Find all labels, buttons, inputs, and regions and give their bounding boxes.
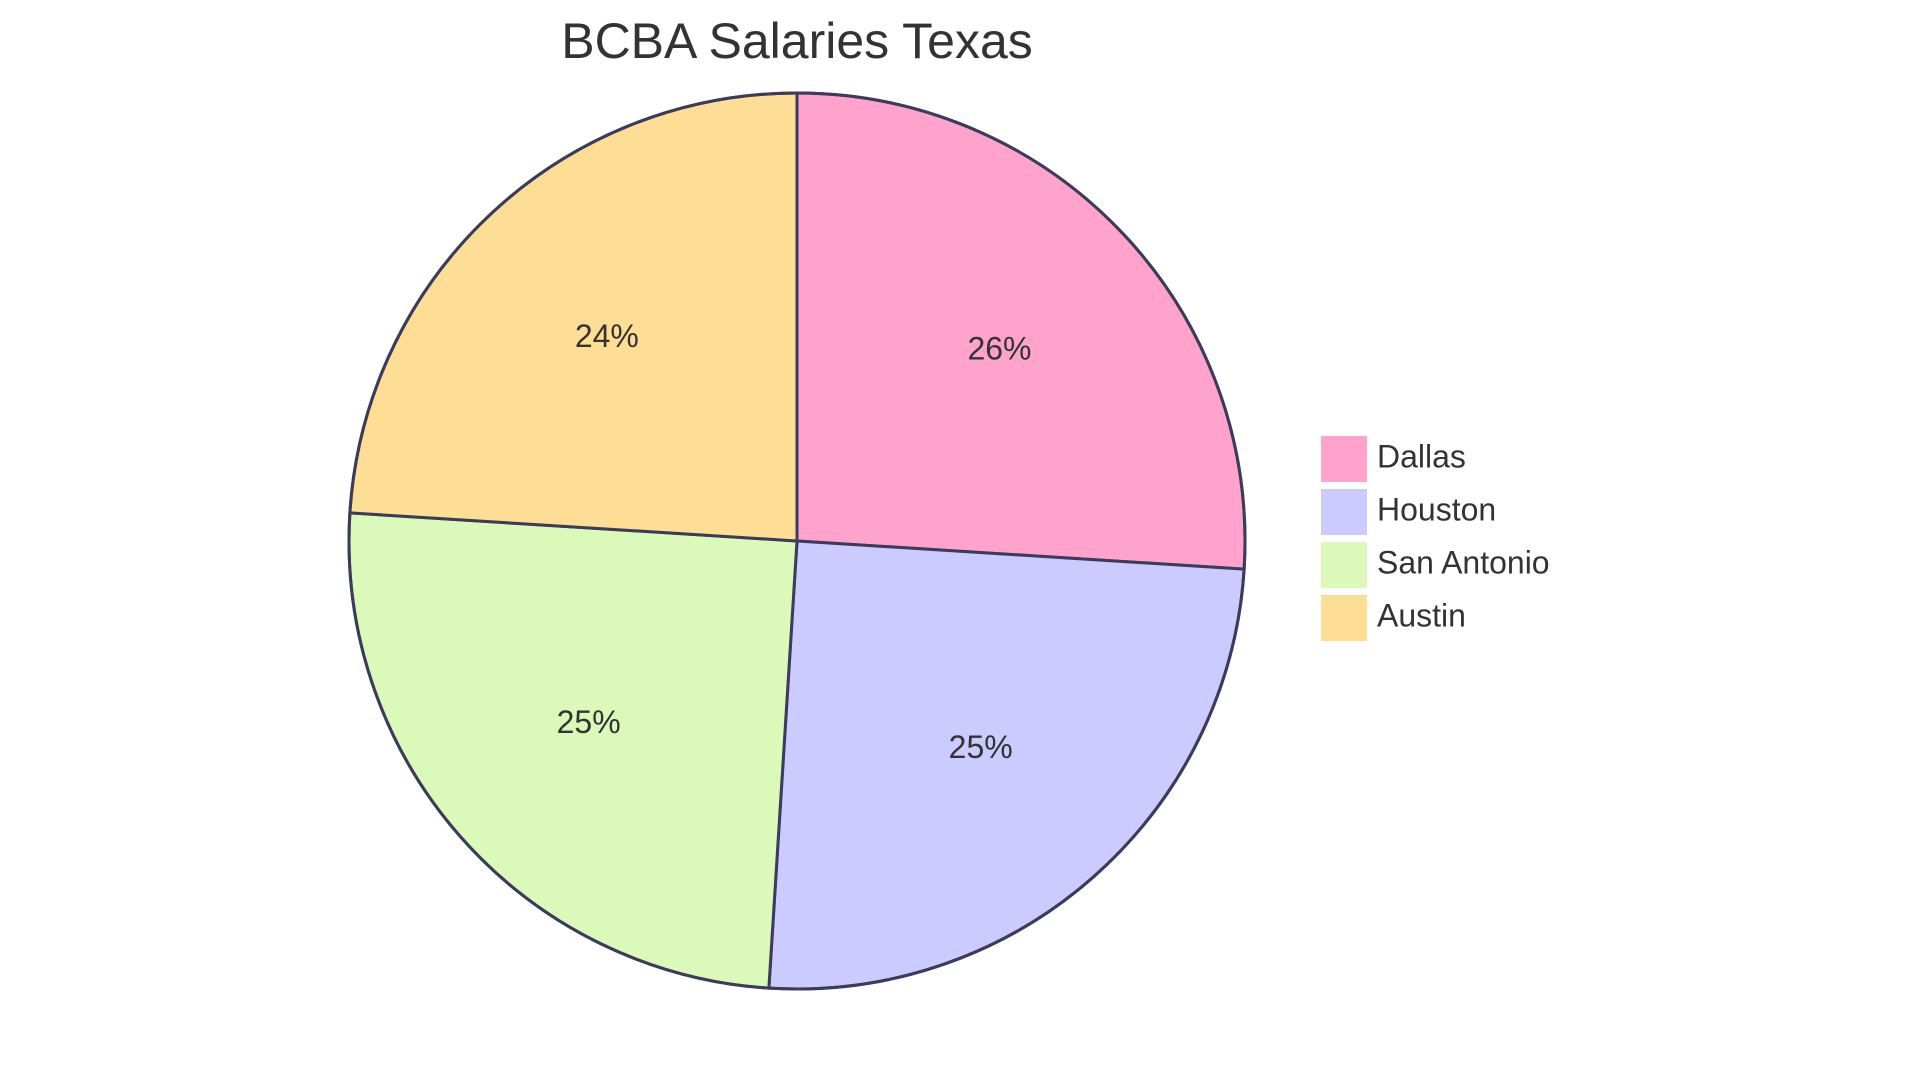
pie-slice-austin: [348, 91, 799, 543]
legend-swatch-san-antonio: [1321, 542, 1367, 588]
slice-label-austin: 24%: [575, 318, 639, 354]
chart-title: BCBA Salaries Texas: [561, 13, 1033, 69]
slice-label-dallas: 26%: [967, 330, 1031, 366]
legend-label-houston: Houston: [1377, 491, 1496, 527]
pie-slices: [347, 91, 1247, 991]
slice-labels: 26% 25% 25% 24%: [557, 318, 1032, 765]
legend-swatch-dallas: [1321, 436, 1367, 482]
legend-swatch-houston: [1321, 489, 1367, 535]
slice-label-houston: 25%: [949, 729, 1013, 765]
legend-swatch-austin: [1321, 595, 1367, 641]
legend-label-san-antonio: San Antonio: [1377, 544, 1550, 580]
pie-outline: [347, 91, 1247, 991]
legend-label-dallas: Dallas: [1377, 438, 1466, 474]
pie-slice-san-antonio: [347, 511, 799, 990]
pie-slice-houston: [767, 539, 1246, 991]
legend: Dallas Houston San Antonio Austin: [1321, 436, 1550, 641]
slice-label-san-antonio: 25%: [557, 704, 621, 740]
legend-label-austin: Austin: [1377, 597, 1466, 633]
